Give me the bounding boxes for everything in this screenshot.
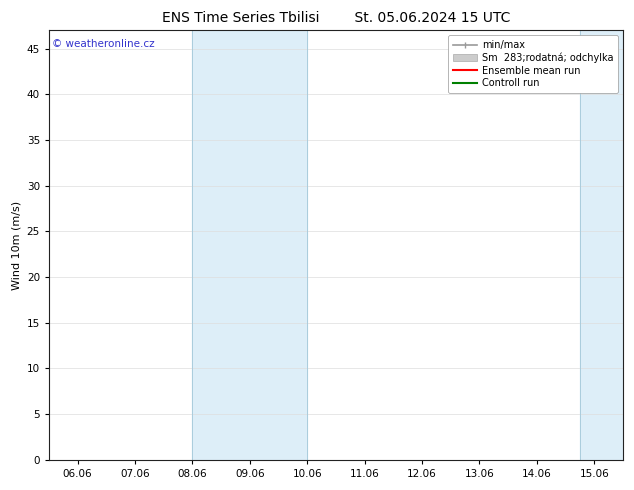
Text: © weatheronline.cz: © weatheronline.cz [52,39,155,49]
Legend: min/max, Sm  283;rodatná; odchylka, Ensemble mean run, Controll run: min/max, Sm 283;rodatná; odchylka, Ensem… [448,35,618,93]
Title: ENS Time Series Tbilisi        St. 05.06.2024 15 UTC: ENS Time Series Tbilisi St. 05.06.2024 1… [162,11,510,25]
Bar [580,30,623,460]
Bar [193,30,307,460]
Y-axis label: Wind 10m (m/s): Wind 10m (m/s) [11,200,21,290]
